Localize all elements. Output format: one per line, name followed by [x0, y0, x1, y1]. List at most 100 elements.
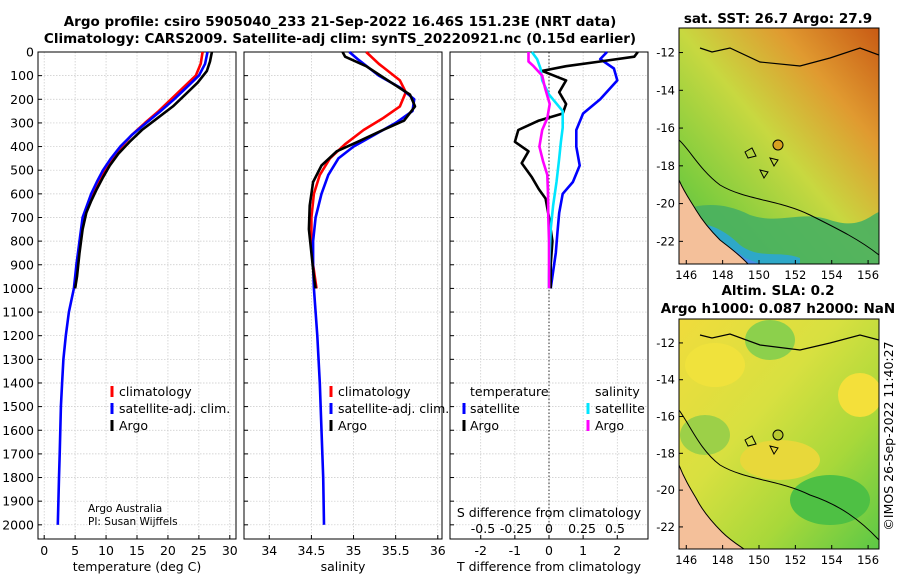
salinity-x-tick-label: 35	[346, 543, 362, 558]
depth-tick-label: 700	[10, 210, 34, 225]
depth-tick-label: 400	[10, 139, 34, 154]
map-lat-label: -14	[656, 373, 675, 387]
temperature-series-satellite-adj-clim-	[56, 51, 209, 525]
title-line1: Argo profile: csiro 5905040_233 21-Sep-2…	[64, 14, 617, 30]
s-diff-tick-label: -0.25	[500, 521, 532, 536]
sla-map-frame	[678, 318, 880, 550]
sla-map-title1: Altim. SLA: 0.2	[721, 283, 834, 299]
sla-high-3	[740, 440, 820, 480]
sla-island-coast	[699, 333, 879, 351]
depth-tick-label: 100	[10, 68, 34, 83]
map-lat-label: -20	[656, 197, 675, 211]
temperature-x-tick-label: 15	[129, 543, 145, 558]
salinity-grid	[244, 51, 442, 539]
depth-tick-label: 900	[10, 257, 34, 272]
salinity-lines	[307, 51, 417, 525]
sla-low-1	[745, 320, 795, 360]
map-lon-label: 152	[784, 553, 806, 567]
salinity-xlabel: salinity	[321, 559, 366, 574]
depth-tick-label: 0	[26, 45, 34, 60]
legend3-s-argo-label: Argo	[595, 418, 624, 433]
depth-tick-label: 1800	[2, 470, 34, 485]
salinity-x-tick-label: 34	[261, 543, 277, 558]
sla-map-title2: Argo h1000: 0.087 h2000: NaN	[661, 301, 895, 317]
sst-map-frame	[678, 27, 880, 265]
depth-tick-label: 1300	[2, 352, 34, 367]
salinity-series-climatology	[310, 51, 408, 289]
depth-tick-label: 1900	[2, 494, 34, 509]
salinity-axes-box	[243, 51, 443, 540]
difference-grid	[450, 51, 648, 539]
sst-land	[679, 179, 749, 264]
sst-map: sat. SST: 26.7 Argo: 27.9 146 148 150 152 15…	[656, 11, 880, 282]
map-lat-label: -16	[656, 410, 675, 424]
sst-reefs	[744, 147, 779, 179]
difference-panel: -2 -1 0 1 2 T difference from climatology S …	[449, 51, 649, 574]
difference-series-t-satellite	[549, 51, 619, 289]
sla-argo-marker	[772, 429, 784, 441]
depth-tick-label: 2000	[2, 517, 34, 532]
s-diff-tick-label: 0	[545, 521, 553, 536]
difference-xlabel: T difference from climatology	[456, 559, 642, 574]
salinity-x-tick-label: 35.5	[382, 543, 410, 558]
salinity-x-tick-label: 36	[430, 543, 446, 558]
temperature-x-tick-label: 25	[191, 543, 207, 558]
depth-tick-label: 1600	[2, 423, 34, 438]
temperature-lines	[56, 51, 214, 525]
timestamp: ©IMOS 26-Sep-2022 11:40:27	[881, 341, 896, 530]
sla-reefs	[744, 435, 779, 455]
map-lat-label: -18	[656, 159, 675, 173]
legend3-t-argo-label: Argo	[470, 418, 499, 433]
s-diff-tick-label: 0.25	[568, 521, 596, 536]
sla-low-3	[790, 475, 870, 525]
salinity-series-argo	[307, 51, 417, 289]
legend-sat-label: satellite-adj. clim.	[119, 401, 230, 416]
difference-x-tick-label: 1	[579, 543, 587, 558]
temperature-panel: 0100200300400500600700800900100011001200…	[2, 45, 238, 575]
sla-high-1	[685, 343, 745, 387]
sla-land	[679, 464, 745, 549]
map-lat-label: -16	[656, 121, 675, 135]
temperature-x-tick-label: 0	[40, 543, 48, 558]
sst-map-title: sat. SST: 26.7 Argo: 27.9	[684, 11, 872, 27]
map-lon-label: 148	[712, 553, 734, 567]
legend-clim-label: climatology	[119, 384, 192, 399]
depth-tick-label: 1000	[2, 281, 34, 296]
sla-low-2	[680, 415, 730, 455]
map-lon-label: 150	[748, 268, 770, 282]
sst-map-ticks: 146 148 150 152 154 156 -12 -14 -16 -18 -20 -22	[656, 46, 879, 282]
depth-tick-label: 200	[10, 92, 34, 107]
salinity-ticks: 34 34.5 35 35.5 36	[244, 51, 446, 558]
map-lon-label: 154	[821, 553, 843, 567]
legend3-s-sat-label: satellite	[595, 401, 645, 416]
legend2-argo-label: Argo	[338, 418, 367, 433]
salinity-x-tick-label: 34.5	[297, 543, 325, 558]
map-lat-label: -22	[656, 234, 675, 248]
legend2-clim-label: climatology	[338, 384, 411, 399]
depth-tick-label: 600	[10, 186, 34, 201]
sst-shelf-contour	[679, 139, 879, 256]
title-line2: Climatology: CARS2009. Satellite-adj cli…	[44, 31, 636, 47]
salinity-panel: 34 34.5 35 35.5 36 salinity climatology sate…	[243, 51, 449, 574]
map-lon-label: 146	[675, 553, 697, 567]
map-lon-label: 152	[784, 268, 806, 282]
difference-x-tick-label: -2	[474, 543, 486, 558]
legend3-t-header: temperature	[470, 384, 549, 399]
temperature-legend: climatology satellite-adj. clim. Argo	[110, 384, 230, 433]
map-lat-label: -22	[656, 520, 675, 534]
difference-series-s-argo	[527, 52, 551, 289]
map-lat-label: -12	[656, 46, 675, 60]
depth-tick-label: 1100	[2, 305, 34, 320]
sla-shelf-contour	[679, 409, 879, 541]
sst-argo-marker	[772, 139, 784, 151]
depth-tick-label: 1400	[2, 375, 34, 390]
difference-ticks: -2 -1 0 1 2	[450, 51, 621, 558]
credit-line2: PI: Susan Wijffels	[88, 516, 178, 528]
depth-tick-label: 1500	[2, 399, 34, 414]
sla-high-2	[838, 373, 879, 417]
map-lat-label: -12	[656, 336, 675, 350]
temperature-series-argo	[73, 51, 214, 289]
s-difference-ticks: -0.5 -0.25 0 0.25 0.5	[471, 521, 625, 536]
map-lon-label: 146	[675, 268, 697, 282]
